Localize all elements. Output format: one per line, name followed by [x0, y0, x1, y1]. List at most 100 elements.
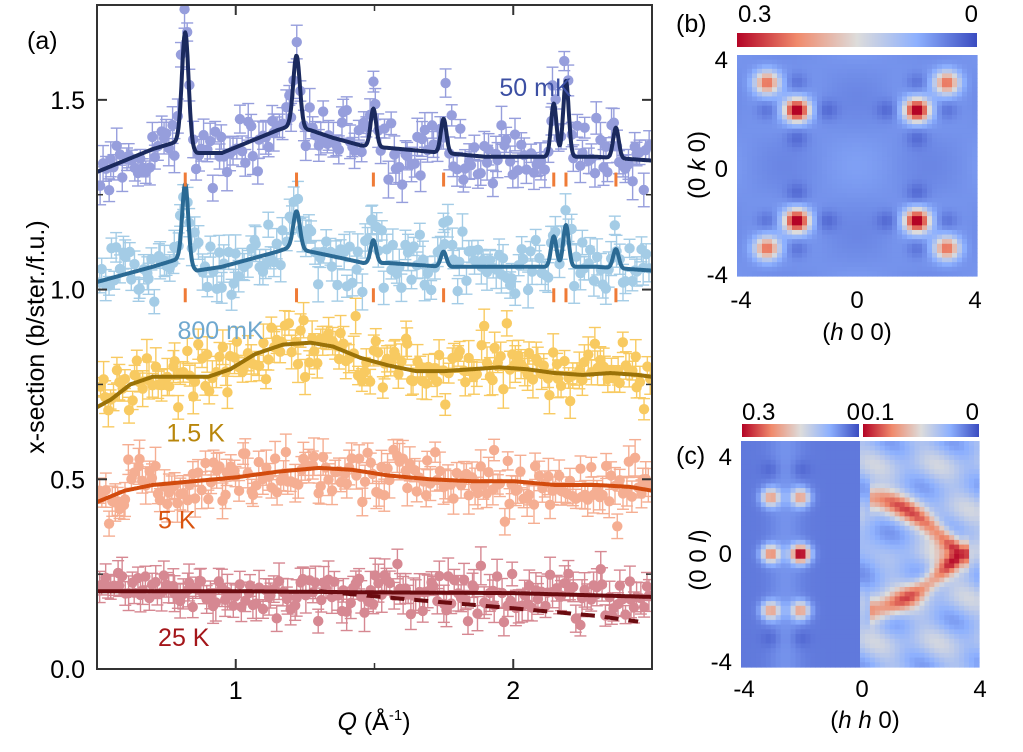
heatmap-cell [850, 544, 856, 550]
heatmap-cell [822, 239, 828, 245]
heatmap-cell [822, 119, 828, 125]
heatmap-cell [832, 257, 838, 263]
heatmap-cell [874, 558, 881, 565]
heatmap-cell [962, 87, 968, 93]
heatmap-cell [947, 128, 953, 134]
heatmap-cell [802, 147, 808, 153]
heatmap-cell [962, 202, 968, 208]
heatmap-cell [742, 101, 748, 107]
heatmap-cell [772, 170, 778, 176]
heatmap-cell [850, 549, 856, 555]
heatmap-cell [762, 257, 768, 263]
heatmap-cell [742, 160, 748, 167]
heatmap-cell [869, 535, 876, 541]
heatmap-cell [782, 55, 788, 61]
heatmap-cell [832, 234, 838, 240]
heatmap-cell [840, 605, 846, 612]
heatmap-cell [867, 105, 873, 111]
heatmap-cell [767, 91, 773, 98]
heatmap-cell [812, 82, 818, 88]
heatmap-cell [894, 619, 901, 626]
heatmap-cell [855, 450, 861, 456]
colorbar-min-label: 0 [965, 1, 978, 28]
heatmap-cell [877, 211, 883, 217]
heatmap-cell [765, 652, 772, 659]
heatmap-cell [810, 516, 816, 522]
heatmap-cell [889, 610, 896, 616]
heatmap-cell [792, 142, 798, 148]
heatmap-cell [867, 243, 873, 249]
heatmap-cell [795, 596, 802, 602]
heatmap-cell [737, 271, 743, 277]
heatmap-cell [765, 605, 772, 612]
heatmap-cell [842, 252, 848, 259]
heatmap-cell [860, 478, 866, 484]
heatmap-cell [757, 114, 763, 121]
heatmap-cell [860, 445, 866, 452]
heatmap-cell [767, 110, 773, 116]
heatmap-cell [852, 174, 858, 180]
heatmap-cell [864, 605, 871, 612]
heatmap-cell [845, 511, 851, 517]
data-point [314, 467, 327, 505]
heatmap-cell [869, 478, 876, 484]
heatmap-cell [894, 469, 901, 475]
heatmap-cell [864, 488, 871, 494]
heatmap-cell [752, 216, 758, 222]
heatmap-cell [817, 262, 823, 268]
heatmap-cell [747, 82, 753, 88]
heatmap-cell [867, 165, 873, 171]
heatmap-cell [775, 478, 782, 484]
heatmap-cell [857, 142, 863, 148]
heatmap-cell [882, 170, 888, 176]
heatmap-cell [937, 137, 943, 144]
heatmap-cell [777, 133, 783, 139]
heatmap-cell [864, 634, 871, 640]
heatmap-cell [842, 110, 848, 116]
heatmap-cell [797, 229, 803, 236]
heatmap-cell [869, 506, 876, 513]
heatmap-cell [847, 78, 853, 84]
heatmap-cell [822, 179, 828, 185]
heatmap-cell [907, 197, 913, 203]
heatmap-cell [755, 648, 762, 654]
heatmap-cell [897, 91, 903, 98]
heatmap-cell [917, 78, 923, 84]
heatmap-cell [810, 473, 816, 480]
heatmap-cell [962, 78, 968, 84]
heatmap-cell [864, 441, 871, 447]
heatmap-cell [805, 445, 812, 452]
heatmap-cell [772, 197, 778, 203]
heatmap-cell [927, 114, 933, 121]
heatmap-cell [755, 572, 762, 579]
heatmap-cell [904, 516, 911, 522]
heatmap-cell [747, 142, 753, 148]
heatmap-cell [760, 459, 767, 466]
heatmap-cell [750, 469, 757, 475]
heatmap-cell [894, 455, 901, 461]
heatmap-cell [892, 271, 898, 277]
heatmap-cell [827, 114, 833, 121]
heatmap-cell [932, 257, 938, 263]
heatmap-cell [790, 530, 797, 536]
heatmap-cell [795, 648, 802, 654]
heatmap-cell [932, 119, 938, 125]
heatmap-cell [864, 568, 871, 574]
heatmap-cell [802, 78, 808, 84]
heatmap-cell [837, 271, 843, 277]
heatmap-cell [830, 577, 836, 583]
heatmap-cell [762, 101, 768, 107]
heatmap-cell [862, 239, 868, 245]
heatmap-cell [909, 525, 916, 532]
heatmap-cell [847, 248, 853, 254]
heatmap-cell [832, 248, 838, 254]
heatmap-cell [812, 220, 818, 226]
heatmap-cell [840, 525, 846, 532]
heatmap-cell [770, 643, 777, 649]
heatmap-cell [820, 506, 826, 513]
heatmap-cell [790, 643, 797, 649]
heatmap-cell [755, 549, 762, 555]
heatmap-cell [884, 596, 891, 602]
heatmap-cell [777, 248, 783, 254]
heatmap-cell [812, 73, 818, 79]
